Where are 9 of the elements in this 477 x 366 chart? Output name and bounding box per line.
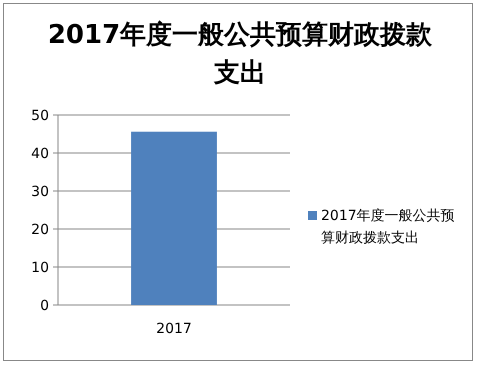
y-tick-label: 20 <box>31 222 49 238</box>
y-tick-label: 30 <box>31 184 49 200</box>
y-tick-label: 40 <box>31 146 49 162</box>
legend-label: 2017年度一般公共预算财政拨款支出 <box>321 207 456 248</box>
x-tick-label: 2017 <box>156 321 192 337</box>
y-tick-label: 10 <box>31 260 49 276</box>
y-tick-label: 50 <box>31 108 49 124</box>
chart-title: 2017年度一般公共预算财政拨款支出 <box>46 19 434 90</box>
y-tick-label: 0 <box>40 298 49 314</box>
